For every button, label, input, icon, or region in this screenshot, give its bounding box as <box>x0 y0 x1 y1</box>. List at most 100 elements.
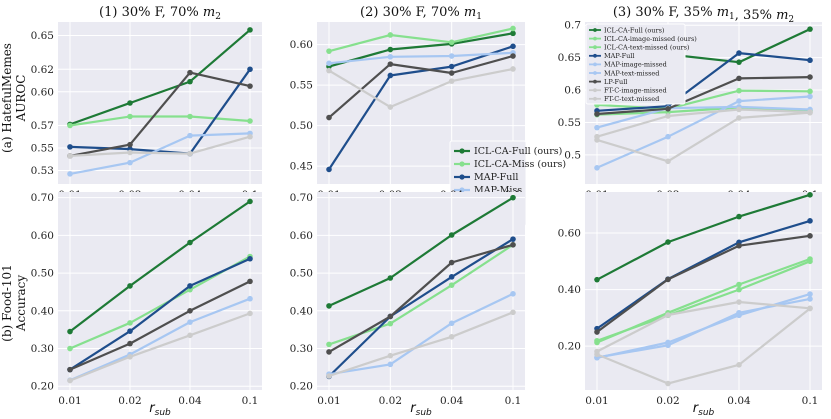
data-point <box>510 25 516 32</box>
legend-entry: ICL-CA-image-missed (ours) <box>604 35 697 43</box>
data-point <box>247 255 253 262</box>
legend-box <box>585 23 686 105</box>
series-line-ft-c-full <box>328 243 514 353</box>
data-point <box>736 309 742 316</box>
x-tick-label: 0.02 <box>118 395 141 407</box>
data-point <box>247 133 253 140</box>
series-line-map-full <box>596 219 811 330</box>
data-point <box>67 153 73 159</box>
data-point <box>67 144 73 150</box>
legend-entry: ICL-CA-text-missed (ours) <box>604 44 690 52</box>
data-point <box>736 59 742 65</box>
series-line-map-miss <box>69 297 251 382</box>
data-point <box>448 259 455 266</box>
legend-marker <box>459 161 465 167</box>
panel-title: (3) 30% F, 35% m1, 35% m2 <box>613 5 794 25</box>
series-line-icl-ca-text-missed-ours- <box>596 260 811 342</box>
data-point <box>127 149 133 156</box>
legend-marker <box>459 148 465 154</box>
data-point <box>448 232 455 238</box>
data-point <box>448 63 455 70</box>
data-point <box>187 239 193 246</box>
legend: ICL-CA-Full (ours)ICL-CA-image-missed (o… <box>585 23 697 105</box>
y-tick-label: 0.40 <box>558 284 581 296</box>
row0-dataset-label: (a) HatefulMemes <box>0 43 14 153</box>
data-point <box>807 305 813 312</box>
legend-marker <box>593 71 597 75</box>
data-point <box>326 114 332 121</box>
legend-entry: ICL-CA-Full (ours) <box>604 26 665 34</box>
y-tick-label: 0.70 <box>31 192 54 204</box>
data-point <box>326 166 332 173</box>
x-tick-label: 0.1 <box>505 395 522 407</box>
data-point <box>594 348 600 355</box>
legend-entry: FT-C-image-missed <box>604 87 667 95</box>
data-point <box>127 159 133 166</box>
x-tick-label: 0.02 <box>656 395 679 407</box>
x-tick-label: 0.1 <box>802 395 819 407</box>
data-point <box>510 43 516 50</box>
data-point <box>510 53 516 59</box>
data-point <box>665 106 671 112</box>
data-point <box>665 133 671 140</box>
data-point <box>510 309 516 316</box>
series-line-map-full <box>328 45 514 171</box>
data-point <box>807 88 813 95</box>
panel-0-2: ICL-CA-Full (ours)ICL-CA-image-missed (o… <box>585 22 822 184</box>
series-line-ft-c-full <box>328 54 514 119</box>
data-point <box>510 291 516 297</box>
data-point <box>736 115 742 121</box>
legend-entry: ICL-CA-Miss (ours) <box>474 159 566 170</box>
data-point <box>807 192 813 198</box>
data-point <box>807 291 813 297</box>
data-point <box>448 320 455 327</box>
legend-entry: MAP-Miss <box>474 185 522 196</box>
panel-title: (1) 30% F, 70% m2 <box>99 5 221 22</box>
x-axis-label: rsub <box>693 401 715 418</box>
data-point <box>387 320 394 327</box>
panel-1-1 <box>317 192 525 390</box>
data-point <box>510 236 516 242</box>
panel-0-0 <box>58 22 262 184</box>
panel-background <box>585 192 822 390</box>
data-point <box>665 312 671 318</box>
data-point <box>510 30 516 37</box>
series-line-ft-c-miss <box>328 67 514 109</box>
data-point <box>448 334 455 340</box>
y-tick-label: 0.55 <box>558 117 581 129</box>
series-line-ft-c-miss <box>69 135 251 157</box>
series-line-map-full <box>328 238 514 378</box>
legend-marker <box>593 53 597 58</box>
y-tick-label: 0.60 <box>31 230 54 242</box>
data-point <box>736 281 742 288</box>
data-point <box>387 54 394 60</box>
data-point <box>387 32 394 38</box>
data-point <box>736 50 742 56</box>
series-line-map-full <box>69 68 251 155</box>
data-point <box>187 78 193 85</box>
data-point <box>665 276 671 283</box>
data-point <box>510 66 516 72</box>
data-point <box>594 133 600 140</box>
data-point <box>326 48 332 54</box>
y-tick-label: 0.53 <box>31 165 54 177</box>
y-tick-label: 0.55 <box>31 143 54 155</box>
series-line-ft-c-text-missed <box>596 108 811 138</box>
data-point <box>665 113 671 119</box>
data-point <box>247 198 253 205</box>
y-tick-label: 0.50 <box>31 268 54 280</box>
x-tick-label: 0.04 <box>440 395 464 407</box>
series-line-icl-ca-full-ours- <box>328 32 514 68</box>
y-tick-label: 0.65 <box>558 52 581 64</box>
data-point <box>736 362 742 368</box>
data-point <box>448 53 455 59</box>
data-point <box>387 46 394 53</box>
series-line-ft-c-text-missed <box>596 300 811 353</box>
data-point <box>326 60 332 67</box>
data-point <box>387 275 394 281</box>
data-point <box>807 109 813 115</box>
data-point <box>807 233 813 239</box>
x-tick-label: 0.01 <box>58 395 81 407</box>
y-tick-label: 0.60 <box>290 39 313 51</box>
data-point <box>67 122 73 129</box>
